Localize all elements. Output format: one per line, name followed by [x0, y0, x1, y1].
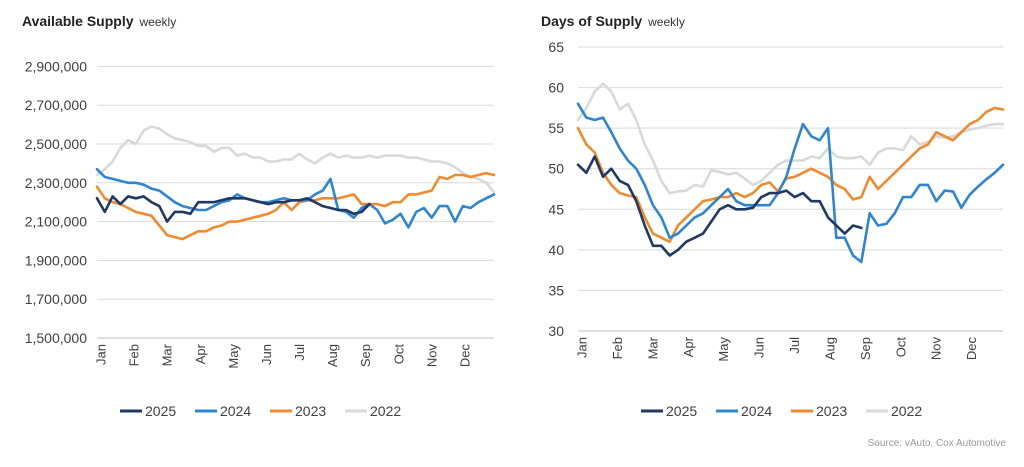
days-chart-subtitle: weekly: [648, 15, 685, 29]
days-legend-label-2022: 2022: [891, 403, 922, 419]
supply-x-tick-label: Mar: [160, 343, 175, 366]
supply-chart-title-text: Available Supply: [22, 13, 134, 29]
days-x-tick-label: Dec: [964, 337, 979, 361]
days-x-tick-label: Nov: [929, 337, 944, 361]
supply-chart-subtitle: weekly: [139, 15, 177, 29]
supply-y-tick-label: 2,700,000: [25, 97, 87, 113]
days-chart-title: Days of Supply weekly: [541, 13, 685, 29]
days-y-tick-label: 35: [548, 282, 564, 298]
supply-x-tick-label: Jan: [94, 344, 109, 365]
supply-legend-label-2022: 2022: [370, 403, 401, 419]
days-legend-label-2025: 2025: [666, 403, 697, 419]
supply-x-tick-label: Aug: [325, 344, 340, 367]
supply-x-tick-label: Jun: [259, 344, 274, 365]
days-x-tick-label: Mar: [645, 336, 660, 359]
supply-legend-label-2023: 2023: [295, 403, 326, 419]
supply-chart-title: Available Supply weekly: [22, 13, 176, 29]
supply-x-tick-label: Oct: [391, 344, 406, 365]
supply-series-2023-line: [95, 171, 496, 241]
days-y-tick-label: 55: [548, 120, 564, 136]
supply-series-2024-line: [95, 167, 496, 229]
supply-y-tick-label: 1,500,000: [25, 330, 87, 346]
days-x-tick-label: Oct: [893, 337, 908, 358]
days-x-tick-label: Jul: [787, 337, 802, 354]
supply-legend-label-2025: 2025: [145, 403, 176, 419]
days-y-tick-label: 40: [548, 242, 564, 258]
available-supply-chart: 1,500,000 1,700,000 1,900,000 2,100,000 2,30…: [25, 58, 496, 419]
supply-x-tick-label: Feb: [127, 344, 142, 366]
days-x-tick-label: Jan: [575, 337, 590, 358]
days-x-tick-label: May: [716, 337, 731, 362]
days-y-tick-label: 30: [548, 323, 564, 339]
source-note: Source: vAuto, Cox Automotive: [867, 438, 1006, 449]
supply-series-2022-line: [95, 125, 496, 194]
supply-y-tick-label: 1,900,000: [25, 252, 87, 268]
supply-x-tick-label: Dec: [457, 344, 472, 368]
supply-y-tick-label: 2,900,000: [25, 58, 87, 74]
days-series-2024-line: [576, 102, 1005, 264]
supply-series-2025-line: [95, 195, 371, 223]
days-x-tick-label: Feb: [610, 337, 625, 359]
days-y-tick-label: 45: [548, 201, 564, 217]
days-x-tick-label: Apr: [681, 336, 696, 357]
days-x-tick-label: Jun: [752, 337, 767, 358]
supply-y-tick-label: 2,300,000: [25, 175, 87, 191]
days-series-2022-line: [576, 82, 1005, 195]
days-y-tick-label: 60: [548, 80, 564, 96]
days-x-tick-label: Aug: [822, 337, 837, 360]
supply-x-tick-label: Sep: [358, 344, 373, 367]
supply-x-tick-label: Apr: [193, 343, 208, 364]
supply-y-tick-label: 2,100,000: [25, 214, 87, 230]
days-y-tick-label: 50: [548, 161, 564, 177]
days-legend-label-2023: 2023: [816, 403, 847, 419]
supply-x-tick-label: Nov: [424, 344, 439, 368]
supply-x-tick-label: Jul: [292, 344, 307, 361]
days-x-tick-label: Sep: [858, 337, 873, 360]
supply-legend-label-2024: 2024: [220, 403, 251, 419]
supply-y-tick-label: 2,500,000: [25, 136, 87, 152]
supply-y-tick-label: 1,700,000: [25, 291, 87, 307]
days-chart-title-text: Days of Supply: [541, 13, 643, 29]
days-legend-label-2024: 2024: [741, 403, 772, 419]
days-y-tick-label: 65: [548, 39, 564, 55]
days-series-2025-line: [576, 155, 863, 257]
days-series-2023-line: [576, 106, 1005, 243]
supply-x-tick-label: May: [226, 344, 241, 369]
